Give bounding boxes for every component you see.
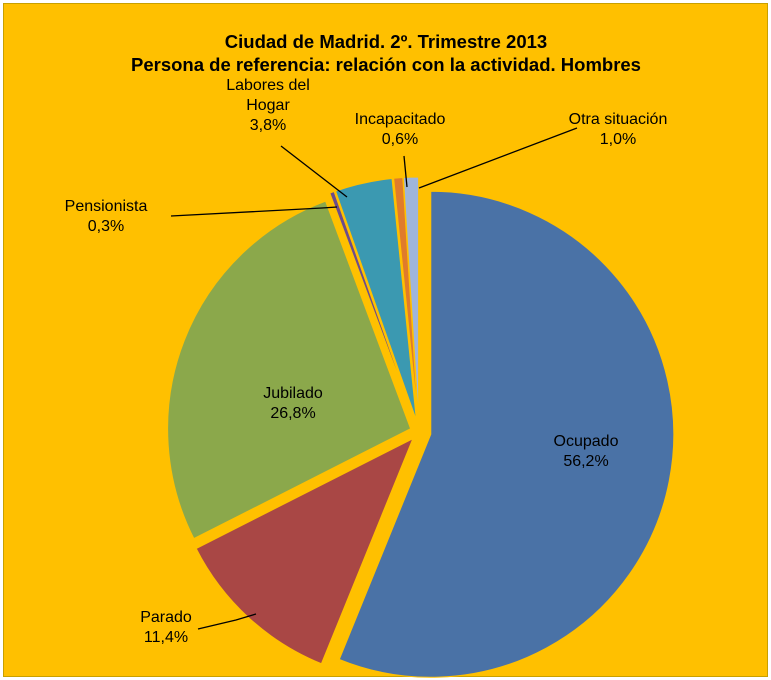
data-labels: Ocupado 56,2% Parado 11,4% Jubilado 26,8% Pens… xyxy=(65,77,668,646)
data-label-jubilado: Jubilado 26,8% xyxy=(263,385,323,422)
slice-ocupado xyxy=(338,190,675,678)
pie-chart: Ciudad de Madrid. 2º. Trimestre 2013 Per… xyxy=(65,31,675,678)
slice-jubilado xyxy=(167,200,412,540)
slice-parado xyxy=(195,437,414,665)
data-label-pensionista: Pensionista 0,3% xyxy=(65,198,148,235)
data-label-otra-situacion: Otra situación 1,0% xyxy=(569,111,668,148)
leader-line-parado xyxy=(197,613,257,630)
slice-otra-situacion xyxy=(402,176,420,421)
chart-area: Ciudad de Madrid. 2º. Trimestre 2013 Per… xyxy=(3,3,768,678)
leader-line-incapacitado xyxy=(403,155,408,188)
slice-pensionista xyxy=(329,190,416,421)
data-label-incapacitado: Incapacitado 0,6% xyxy=(355,111,446,148)
data-label-parado: Parado 11,4% xyxy=(140,609,192,646)
leader-lines xyxy=(170,127,578,630)
slices-layer xyxy=(167,176,675,678)
slice-incapacitado xyxy=(393,176,419,421)
leader-line-otra-situacion xyxy=(418,127,578,189)
leader-line-pensionista xyxy=(170,206,338,217)
leader-line-labores-del-hogar xyxy=(280,145,348,198)
chart-title: Ciudad de Madrid. 2º. Trimestre 2013 xyxy=(225,31,547,52)
data-label-ocupado: Ocupado 56,2% xyxy=(554,433,619,470)
data-label-labores-del-hogar: Labores del Hogar 3,8% xyxy=(226,77,310,134)
chart-subtitle: Persona de referencia: relación con la a… xyxy=(131,54,641,75)
slice-labores-del-hogar xyxy=(334,177,417,421)
